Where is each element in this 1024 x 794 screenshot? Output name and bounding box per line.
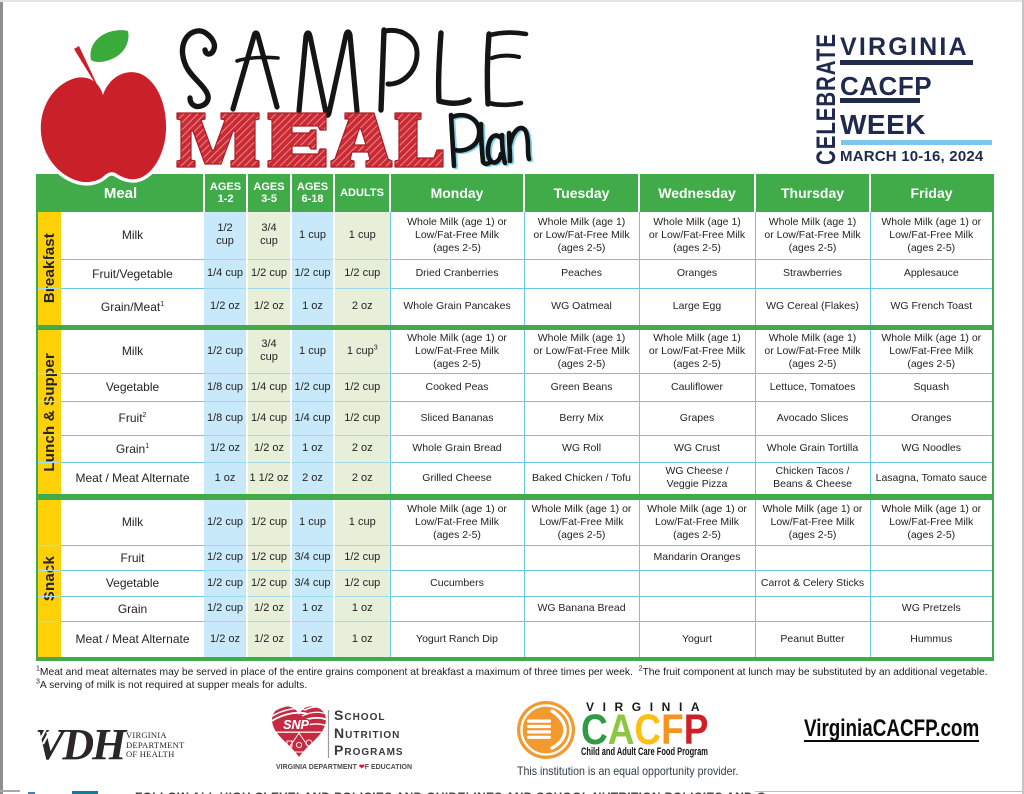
- svg-text:SNP: SNP: [283, 718, 309, 732]
- svg-text:VDH: VDH: [35, 720, 128, 769]
- svg-text:SNP: SNP: [283, 718, 309, 732]
